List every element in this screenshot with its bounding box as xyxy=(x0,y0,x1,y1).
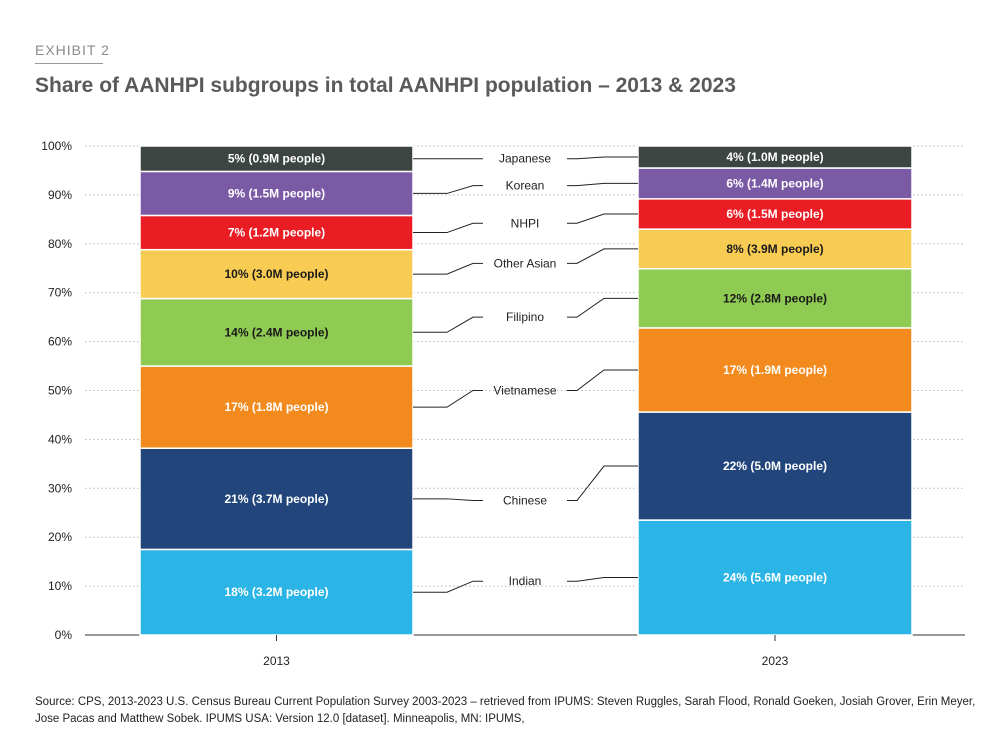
data-label: 21% (3.7M people) xyxy=(224,492,328,506)
data-label: 24% (5.6M people) xyxy=(723,571,827,585)
y-tick-label: 60% xyxy=(48,335,72,349)
bar-segment-korean-2023 xyxy=(637,167,913,200)
bar-segment-chinese-2023 xyxy=(637,411,913,521)
y-tick-label: 50% xyxy=(48,384,72,398)
data-label: 9% (1.5M people) xyxy=(228,186,325,200)
y-tick-label: 100% xyxy=(41,139,72,153)
y-tick-label: 40% xyxy=(48,432,72,446)
subgroup-label-other-asian: Other Asian xyxy=(494,256,557,270)
y-tick-label: 90% xyxy=(48,188,72,202)
connector-line xyxy=(413,262,483,275)
bar-segment-nhpi-2023 xyxy=(637,198,913,230)
connector-line xyxy=(567,156,638,160)
connector-line xyxy=(567,369,638,391)
bar-segment-chinese-2013 xyxy=(139,447,414,551)
data-label: 5% (0.9M people) xyxy=(228,152,325,166)
bar-segment-korean-2013 xyxy=(139,170,414,217)
bar-segment-indian-2023 xyxy=(637,519,913,636)
data-label: 14% (2.4M people) xyxy=(224,325,328,339)
subgroup-label-vietnamese: Vietnamese xyxy=(493,384,556,398)
data-label: 7% (1.2M people) xyxy=(228,226,325,240)
x-tick-label: 2013 xyxy=(263,654,290,668)
connector-line xyxy=(413,222,483,234)
connector-line xyxy=(567,577,638,582)
y-tick-label: 70% xyxy=(48,286,72,300)
data-label: 10% (3.0M people) xyxy=(224,267,328,281)
data-label: 6% (1.5M people) xyxy=(726,207,823,221)
bar-segment-vietnamese-2023 xyxy=(637,327,913,413)
y-tick-label: 30% xyxy=(48,481,72,495)
source-note: Source: CPS, 2013-2023 U.S. Census Burea… xyxy=(35,696,976,725)
y-tick-label: 10% xyxy=(48,579,72,593)
subgroup-label-japanese: Japanese xyxy=(499,152,551,166)
data-label: 18% (3.2M people) xyxy=(224,585,328,599)
stacked-bar-chart: 0% 10% 20% 30% 40% 50% 60% 70% 80% 90% 100% 18% (3.… xyxy=(41,139,965,668)
subgroup-label-nhpi: NHPI xyxy=(511,216,540,230)
y-tick-label: 80% xyxy=(48,237,72,251)
connector-line xyxy=(567,248,638,264)
connector-line xyxy=(413,185,483,194)
y-tick-label: 0% xyxy=(55,628,73,642)
subgroup-label-indian: Indian xyxy=(509,574,542,588)
data-label: 6% (1.4M people) xyxy=(726,176,823,190)
y-tick-label: 20% xyxy=(48,530,72,544)
connector-line xyxy=(567,297,638,318)
subgroup-label-filipino: Filipino xyxy=(506,310,544,324)
data-label: 17% (1.9M people) xyxy=(723,363,827,377)
connector-line xyxy=(413,498,483,502)
connector-line xyxy=(567,465,638,502)
exhibit-label: EXHIBIT 2 xyxy=(35,42,110,58)
connector-line xyxy=(567,213,638,224)
connector-line xyxy=(413,390,483,408)
data-label: 4% (1.0M people) xyxy=(726,150,823,164)
data-label: 12% (2.8M people) xyxy=(723,291,827,305)
bar-segment-vietnamese-2013 xyxy=(139,365,414,449)
bar-segment-indian-2013 xyxy=(139,548,414,636)
subgroup-label-chinese: Chinese xyxy=(503,494,547,508)
bar-segment-other-asian-2023 xyxy=(637,228,913,270)
connector-line xyxy=(413,580,483,593)
data-label: 8% (3.9M people) xyxy=(726,242,823,256)
data-label: 22% (5.0M people) xyxy=(723,459,827,473)
connector-line xyxy=(567,182,638,187)
exhibit-underline xyxy=(35,63,103,64)
chart-title: Share of AANHPI subgroups in total AANHP… xyxy=(35,74,736,97)
data-label: 17% (1.8M people) xyxy=(224,400,328,414)
bar-segment-japanese-2013 xyxy=(139,145,414,173)
x-tick-label: 2023 xyxy=(762,654,789,668)
connector-line xyxy=(413,316,483,333)
subgroup-label-korean: Korean xyxy=(506,179,545,193)
